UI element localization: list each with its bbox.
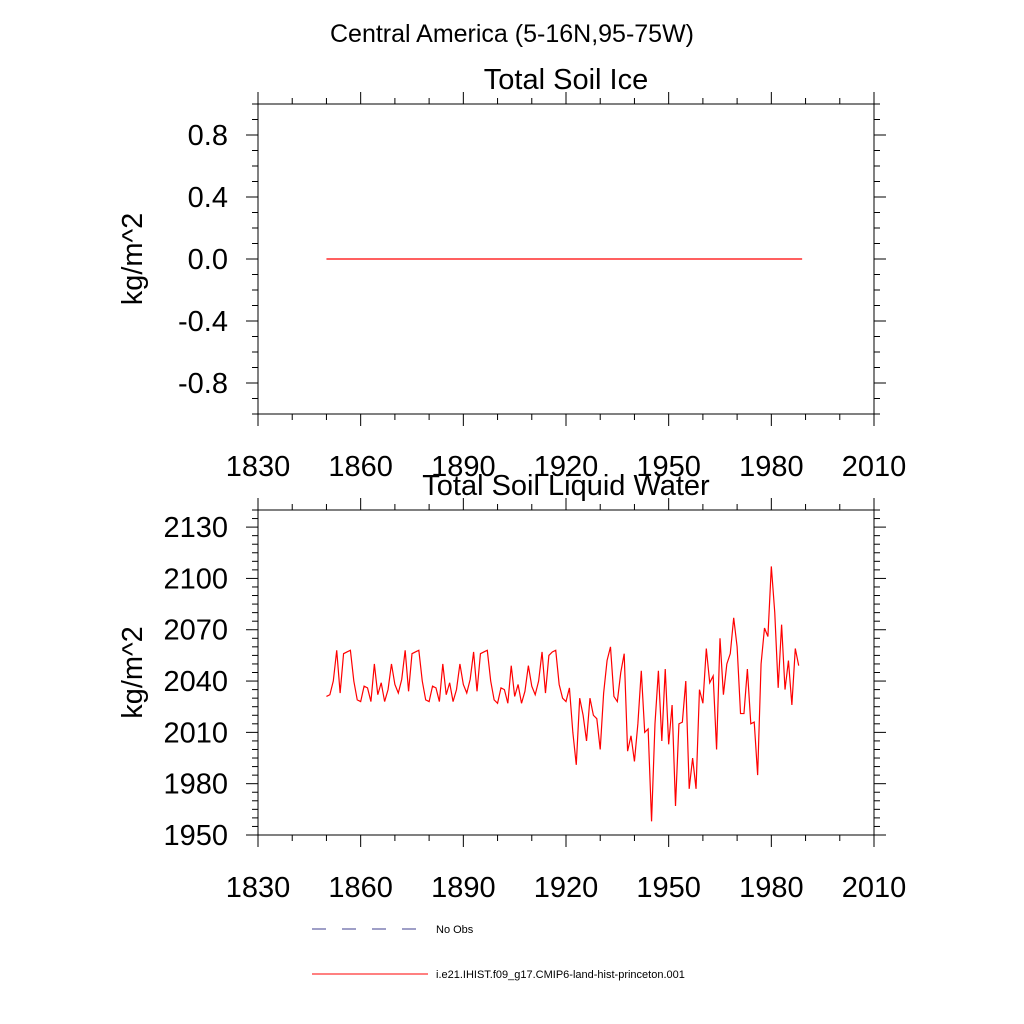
x-tick-label: 1950 bbox=[636, 872, 701, 904]
y-tick-label: 0.4 bbox=[188, 182, 228, 214]
series-line bbox=[326, 566, 800, 822]
y-tick-label: 1980 bbox=[163, 769, 228, 801]
x-tick-label: 1860 bbox=[328, 872, 393, 904]
y-tick-label: 2040 bbox=[163, 666, 228, 698]
y-tick-label: -0.4 bbox=[178, 306, 228, 338]
chart-title: Total Soil Liquid Water bbox=[422, 470, 710, 502]
x-tick-label: 1980 bbox=[739, 451, 804, 483]
chart-title: Total Soil Ice bbox=[484, 64, 648, 96]
x-tick-label: 1980 bbox=[739, 872, 804, 904]
x-tick-label: 1830 bbox=[226, 872, 291, 904]
y-axis-label: kg/m^2 bbox=[117, 213, 149, 306]
x-tick-label: 1830 bbox=[226, 451, 291, 483]
y-tick-label: 2130 bbox=[163, 512, 228, 544]
x-tick-label: 1860 bbox=[328, 451, 393, 483]
legend-label: No Obs bbox=[436, 924, 474, 936]
x-tick-label: 1920 bbox=[534, 872, 599, 904]
y-axis-label: kg/m^2 bbox=[117, 626, 149, 719]
y-tick-label: -0.8 bbox=[178, 368, 228, 400]
legend-label: i.e21.IHIST.f09_g17.CMIP6-land-hist-prin… bbox=[436, 969, 685, 981]
panel-total-soil-ice: Total Soil Ice kg/m^2 1830 1860 1890 1920 1950… bbox=[117, 64, 906, 483]
y-tick-label: 2100 bbox=[163, 563, 228, 595]
legend: No Obs i.e21.IHIST.f09_g17.CMIP6-land-his… bbox=[312, 924, 685, 981]
x-tick-label: 1890 bbox=[431, 451, 496, 483]
plot-frame bbox=[257, 509, 875, 836]
panel-total-soil-liquid-water: Total Soil Liquid Water kg/m^2 1830 1860 189… bbox=[117, 470, 906, 904]
x-tick-label: 1920 bbox=[534, 451, 599, 483]
y-tick-label: 0.8 bbox=[188, 120, 228, 152]
page-title: Central America (5-16N,95-75W) bbox=[330, 20, 694, 48]
y-tick-label: 2070 bbox=[163, 615, 228, 647]
x-tick-label: 1950 bbox=[636, 451, 701, 483]
y-tick-label: 0.0 bbox=[188, 244, 228, 276]
x-tick-label: 2010 bbox=[842, 451, 907, 483]
y-tick-label: 1950 bbox=[163, 820, 228, 852]
y-tick-label: 2010 bbox=[163, 717, 228, 749]
x-tick-label: 1890 bbox=[431, 872, 496, 904]
x-tick-label: 2010 bbox=[842, 872, 907, 904]
